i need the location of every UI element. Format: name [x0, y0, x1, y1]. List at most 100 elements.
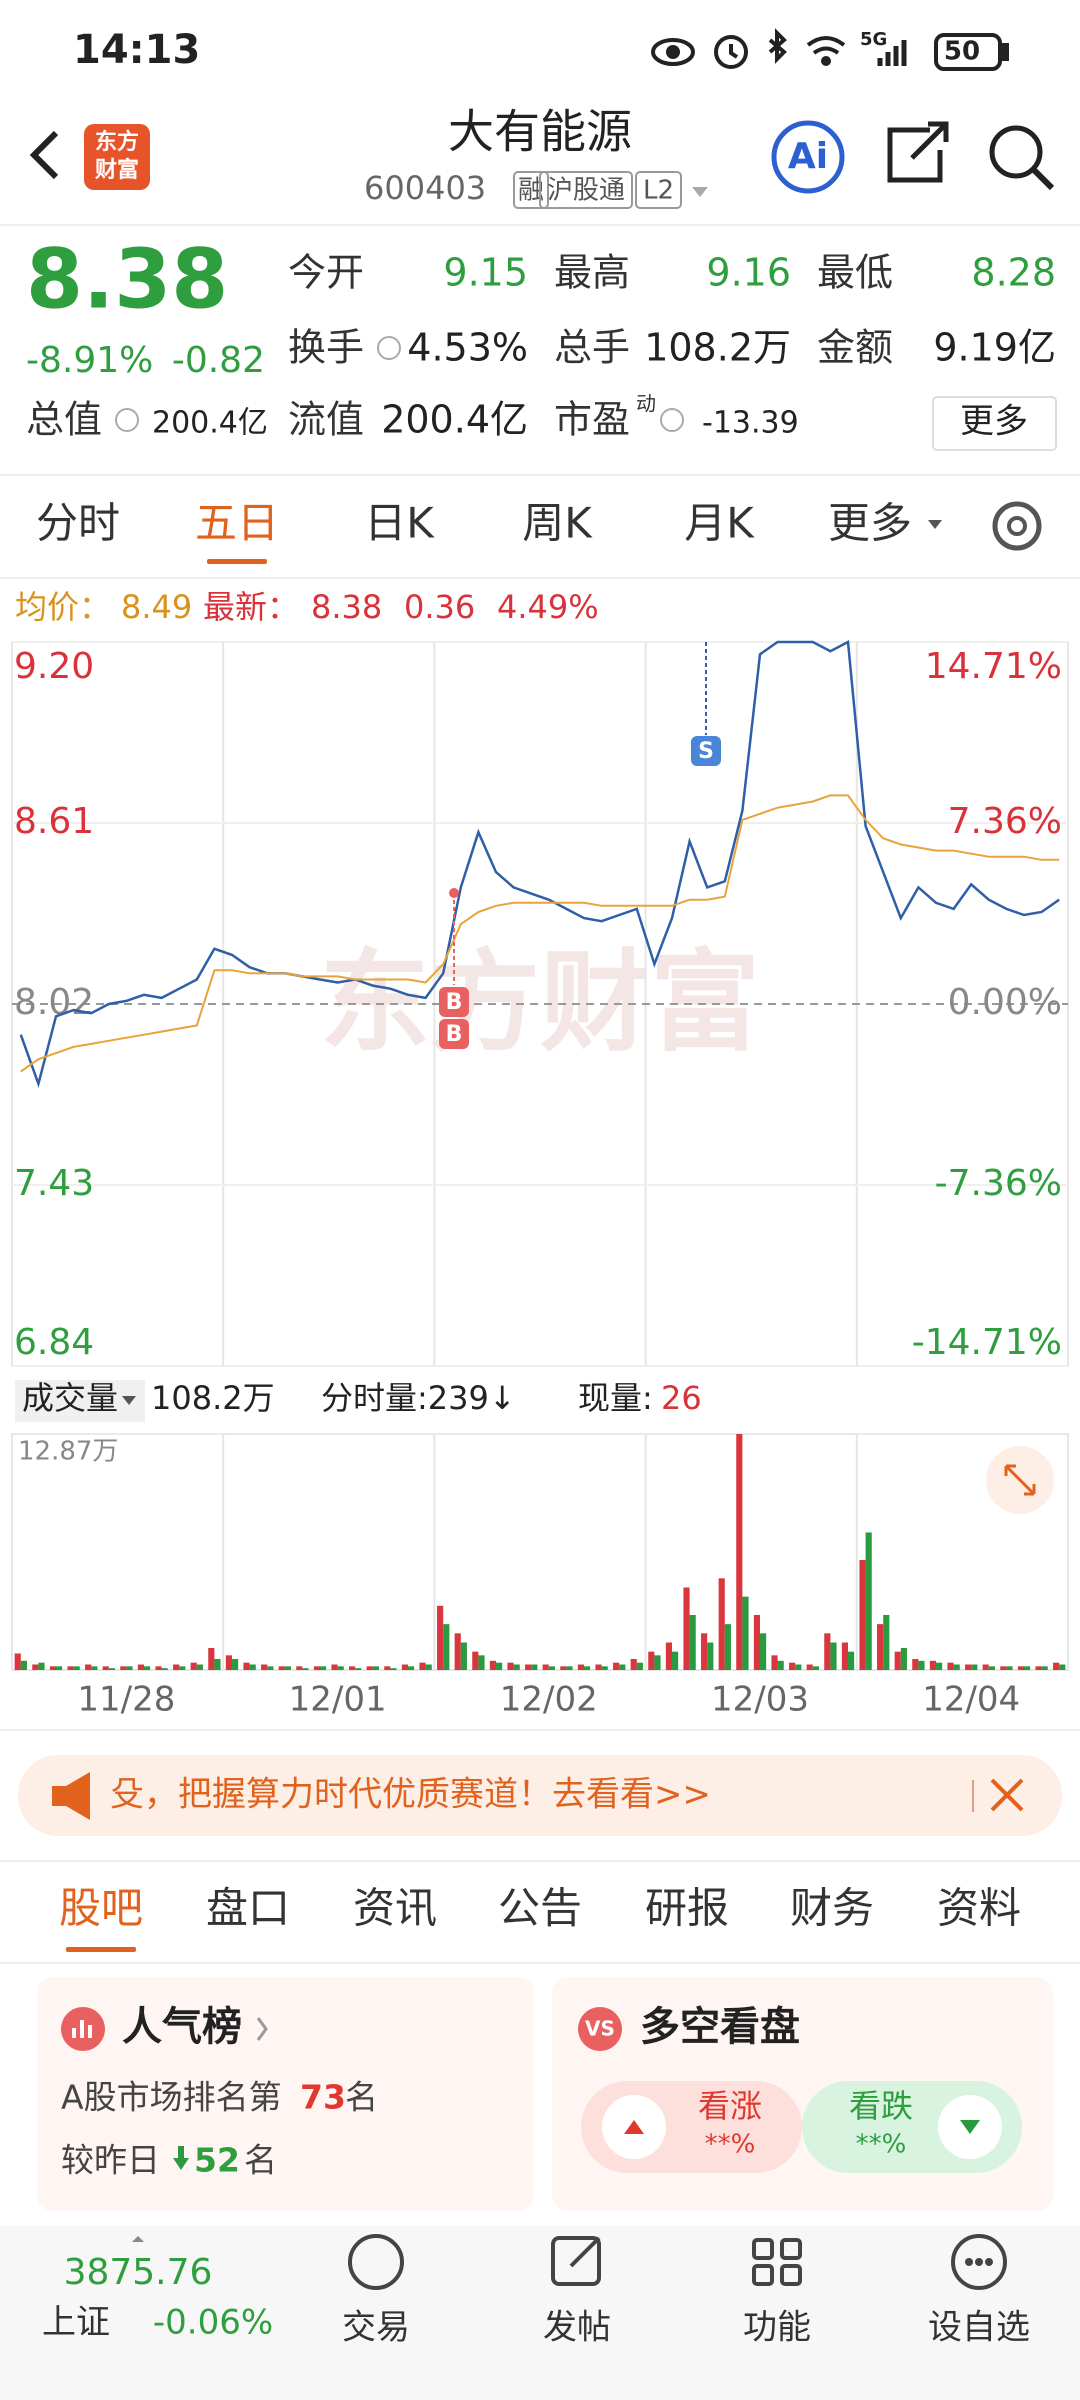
volume-bar — [525, 1664, 532, 1670]
current-volume: 26 — [661, 1379, 702, 1417]
volume-bar — [654, 1655, 661, 1670]
chart-tab[interactable]: 分时 — [36, 499, 120, 548]
volume-bar — [724, 1624, 731, 1670]
nav-item[interactable]: 发帖 — [543, 2308, 611, 2348]
volume-bar — [331, 1664, 338, 1670]
volume-bar — [355, 1668, 362, 1670]
bull-label: 看涨 — [698, 2087, 762, 2125]
latest-change-pct: 4.49% — [497, 588, 599, 626]
chart-tab[interactable]: 日K — [364, 499, 435, 548]
volume-bar — [261, 1664, 268, 1670]
y2-tick-label: 14.71% — [925, 646, 1062, 687]
volume-bar — [760, 1633, 767, 1670]
volume-bar — [296, 1666, 303, 1670]
feed-tab[interactable]: 资讯 — [353, 1884, 437, 1933]
chart-tab[interactable]: 月K — [684, 499, 755, 548]
volume-bar — [936, 1662, 943, 1670]
network-type: 5G — [860, 29, 887, 50]
volume-bar — [507, 1662, 514, 1670]
settings-icon[interactable] — [992, 501, 1042, 551]
field-label: 金额 — [817, 326, 893, 370]
field-label: 最高 — [554, 251, 630, 295]
nav-item[interactable]: 功能 — [743, 2308, 811, 2348]
volume-bar — [771, 1655, 778, 1670]
chart-tab[interactable]: 更多 — [828, 499, 912, 548]
card-title: 多空看盘 — [640, 2004, 800, 2050]
volume-bar — [155, 1666, 162, 1670]
volume-bar — [67, 1666, 74, 1670]
more-button[interactable] — [932, 396, 1057, 451]
expand-button[interactable] — [986, 1446, 1054, 1514]
volume-bar — [929, 1660, 936, 1670]
chevron — [256, 2017, 268, 2041]
volume-bar — [789, 1662, 796, 1670]
feed-tab[interactable]: 股吧 — [59, 1884, 143, 1933]
feed-tab[interactable]: 资料 — [937, 1884, 1021, 1933]
volume-bar — [320, 1666, 327, 1670]
feed-tab[interactable]: 公告 — [498, 1884, 582, 1933]
feed-tab[interactable]: 研报 — [645, 1884, 729, 1933]
ai-button[interactable] — [771, 120, 845, 194]
battery-level: 50 — [944, 37, 980, 67]
chart-tab[interactable]: 五日 — [195, 499, 279, 548]
volume-bar — [232, 1658, 239, 1670]
trade-marker-label: B — [446, 1022, 463, 1047]
volume-bar — [531, 1664, 538, 1670]
volume-bar — [267, 1666, 274, 1670]
price: 8.38 — [26, 232, 228, 327]
volume-bar — [1035, 1666, 1042, 1670]
search-button[interactable] — [989, 125, 1043, 179]
volume-bar — [1053, 1662, 1060, 1670]
volume-bar — [947, 1662, 954, 1670]
volume-bar — [736, 1434, 743, 1670]
volume-bar — [489, 1660, 496, 1670]
banner[interactable] — [18, 1755, 1062, 1836]
tag-box — [635, 171, 682, 209]
volume-bar — [313, 1666, 320, 1670]
banner-text[interactable]: 殳，把握算力时代优质赛道！去看看>> — [110, 1775, 711, 1815]
chart-tab[interactable]: 周K — [522, 499, 593, 548]
index-value[interactable]: 3875.76 — [64, 2252, 213, 2293]
field-label: 市盈 — [554, 398, 630, 442]
volume-bar — [965, 1664, 972, 1670]
volume-bar — [278, 1666, 285, 1670]
feed-tab[interactable]: 财务 — [790, 1884, 874, 1933]
volume-bar — [173, 1664, 180, 1670]
volume-bar — [1041, 1666, 1048, 1670]
volume-bar — [548, 1666, 555, 1670]
nav-item[interactable]: 交易 — [342, 2308, 410, 2348]
banner-close[interactable] — [990, 1778, 1024, 1812]
volume-bar — [1024, 1666, 1031, 1670]
volume-bar — [49, 1666, 56, 1670]
volume-bar — [918, 1660, 925, 1670]
y-tick-label: 6.84 — [14, 1322, 94, 1363]
volume-label: 成交量 — [22, 1379, 118, 1417]
x-tick-label: 12/01 — [289, 1680, 387, 1720]
volume-bar — [401, 1664, 408, 1670]
popularity-icon-bars — [72, 2020, 92, 2038]
field-value: -13.39 — [702, 406, 799, 441]
back-button[interactable] — [29, 130, 59, 180]
volume-bar — [384, 1666, 391, 1670]
volume-bar — [366, 1666, 373, 1670]
volume-bar — [560, 1666, 567, 1670]
y-tick-label: 8.61 — [14, 801, 94, 842]
nav-item[interactable]: 设自选 — [928, 2308, 1030, 2348]
volume-bar — [848, 1651, 855, 1670]
info-icon — [115, 408, 139, 432]
y-tick-label: 8.02 — [14, 982, 94, 1023]
card-title: 人气榜 — [122, 2004, 242, 2050]
volume-bar — [443, 1624, 450, 1670]
volume-bar — [225, 1655, 232, 1670]
volume-selector[interactable] — [15, 1380, 145, 1422]
field-label: 总手 — [554, 326, 630, 370]
more-label[interactable]: 更多 — [960, 402, 1028, 442]
index-arrow — [132, 2236, 144, 2242]
share-button[interactable] — [887, 121, 949, 183]
bear-pct: **% — [856, 2130, 907, 2160]
volume-bar — [56, 1666, 63, 1670]
popularity-card[interactable] — [37, 1977, 534, 2211]
feed-tab[interactable]: 盘口 — [206, 1884, 290, 1933]
field-label: 总值 — [26, 398, 102, 442]
card-text: 名 — [244, 2141, 277, 2180]
